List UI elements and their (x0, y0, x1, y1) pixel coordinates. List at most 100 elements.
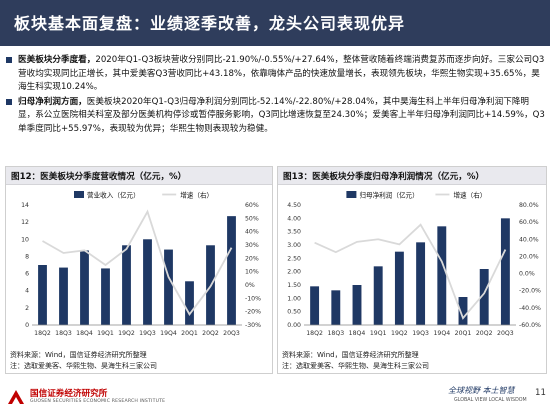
footer-slogan: 全球视野 本土智慧 (448, 386, 515, 395)
data-bar (38, 265, 47, 325)
x-axis-tick-label: 19Q4 (433, 330, 450, 337)
bullet-square-icon (6, 98, 12, 105)
right-axis-tick-label: 20% (245, 255, 259, 262)
data-bar (80, 250, 89, 325)
figure-revenue: 图12：医美板块分季度营收情况（亿元，%） 0 2 4 6 8 10 12 14 -30% -20… (5, 166, 273, 374)
bullet-square-icon (6, 57, 12, 63)
legend-label: 增速（右） (180, 191, 213, 200)
x-axis-tick-label: 20Q1 (455, 330, 472, 337)
footer-company-name: 国信证券经济研究所 (30, 389, 108, 399)
left-axis-tick-label: 3.00 (287, 242, 301, 249)
bullet-lead: 归母净利润方面， (18, 96, 87, 107)
footer-slogan-en: GLOBAL VIEW LOCAL WISDOM (454, 398, 527, 403)
data-bar (101, 268, 110, 325)
right-axis-tick-label: 60% (245, 202, 259, 209)
right-axis-tick-label: 30% (245, 242, 259, 249)
figure-caption-bar: 图12：医美板块分季度营收情况（亿元，%） (6, 167, 272, 185)
left-axis-tick-label: 0.00 (287, 322, 301, 329)
right-axis-tick-label: -40.0% (519, 305, 541, 312)
x-axis-tick-label: 19Q1 (97, 330, 114, 337)
x-axis-tick-label: 18Q2 (306, 330, 323, 337)
bullet-text: 2020年Q1-Q3板块营收分别同比-21.90%/-0.55%/+27.64%… (18, 55, 545, 93)
legend-bar-swatch (346, 191, 357, 198)
data-bar (227, 216, 236, 325)
x-axis-tick-label: 18Q3 (327, 330, 344, 337)
x-axis-tick-label: 19Q3 (139, 330, 156, 337)
data-bar (310, 286, 320, 325)
right-axis-tick-label: -60.0% (519, 322, 541, 329)
bullet-list: 医美板块分季度看，2020年Q1-Q3板块营收分别同比-21.90%/-0.55… (6, 54, 546, 138)
figure-caption: 图12：医美板块分季度营收情况（亿元，%） (11, 172, 187, 182)
title-bar: 板块基本面复盘：业绩逐季改善，龙头公司表现优异 (0, 0, 550, 46)
left-axis-tick-label: 10 (21, 236, 29, 243)
figure-source: 资料来源：Wind，国信证券经济研究所整理 (10, 351, 147, 359)
x-axis-tick-label: 18Q4 (349, 330, 366, 337)
revenue-chart: 0 2 4 6 8 10 12 14 -30% -20% -10% 0% 10% 20% 30% 40% 50%… (21, 191, 261, 338)
x-axis-tick-label: 20Q2 (202, 330, 219, 337)
bullet-item-revenue: 医美板块分季度看，2020年Q1-Q3板块营收分别同比-21.90%/-0.55… (6, 54, 546, 95)
figure-note: 注：选取爱美客、华熙生物、昊海生科三家公司 (10, 362, 157, 370)
left-axis-tick-label: 12 (21, 219, 29, 226)
bullet-text: 医美板块2020年Q1-Q3归母净利润分别同比-52.14%/-22.80%/+… (18, 96, 545, 134)
bullet-item-profit: 归母净利润方面，医美板块2020年Q1-Q3归母净利润分别同比-52.14%/-… (6, 96, 546, 137)
data-bar (500, 218, 510, 325)
left-axis-tick-label: 14 (21, 202, 29, 209)
x-axis-tick-label: 19Q1 (370, 330, 387, 337)
right-axis-tick-label: 60.0% (519, 219, 539, 226)
right-axis-tick-label: 40.0% (519, 236, 539, 243)
left-axis-tick-label: 4.00 (287, 215, 301, 222)
right-axis-tick-label: -10% (245, 295, 261, 302)
right-axis-tick-label: 0% (245, 282, 255, 289)
figure-profit: 图13：医美板块分季度归母净利润情况（亿元，%） 0.00 0.50 1.00 1.5… (277, 166, 547, 374)
x-axis-tick-label: 18Q3 (55, 330, 72, 337)
x-axis-tick-label: 19Q2 (391, 330, 408, 337)
right-axis-tick-label: 80.0% (519, 202, 539, 209)
footer-company-name-en: GUOSEN SECURITIES ECONOMIC RESEARCH INST… (30, 399, 166, 404)
left-axis-tick-label: 8 (25, 253, 29, 260)
x-axis-tick-label: 19Q2 (118, 330, 135, 337)
data-bar (458, 297, 468, 325)
legend-label: 营业收入（亿元） (87, 191, 140, 200)
page-number: 11 (535, 388, 546, 398)
right-axis-tick-label: 0.0% (519, 271, 535, 278)
figure-caption: 图13：医美板块分季度归母净利润情况（亿元，%） (283, 172, 485, 182)
x-axis-tick-label: 20Q1 (181, 330, 198, 337)
bullet-lead: 医美板块分季度看， (18, 55, 96, 65)
x-axis-tick-label: 19Q4 (160, 330, 177, 337)
right-axis-tick-label: -20% (245, 309, 261, 316)
data-bar (143, 239, 152, 325)
x-axis-tick-label: 18Q2 (34, 330, 51, 337)
page-title: 板块基本面复盘：业绩逐季改善，龙头公司表现优异 (14, 14, 406, 33)
right-axis-tick-label: 40% (245, 229, 259, 236)
left-axis-tick-label: 2.00 (287, 269, 301, 276)
right-axis-tick-label: 20.0% (519, 253, 539, 260)
x-axis-tick-label: 20Q3 (223, 330, 240, 337)
data-bar (352, 285, 362, 325)
right-axis-tick-label: 50% (245, 215, 259, 222)
data-bar (394, 251, 404, 325)
growth-line (42, 209, 233, 316)
legend-label: 归母净利润（亿元） (359, 191, 418, 200)
data-bar (164, 249, 173, 325)
figure-caption-bar: 图13：医美板块分季度归母净利润情况（亿元，%） (278, 167, 546, 185)
legend-bar-swatch (74, 191, 84, 198)
data-bar (479, 269, 489, 325)
left-axis-tick-label: 4.50 (287, 202, 301, 209)
x-axis-tick-label: 19Q3 (412, 330, 429, 337)
left-axis-tick-label: 0 (25, 322, 29, 329)
x-axis-tick-label: 20Q2 (476, 330, 493, 337)
left-axis-tick-label: 6 (25, 271, 29, 278)
data-bar (437, 226, 447, 325)
left-axis-tick-label: 4 (25, 288, 29, 295)
figure-source: 资料来源：Wind，国信证券经济研究所整理 (282, 351, 419, 359)
left-axis-tick-label: 2 (25, 305, 29, 312)
data-bar (122, 245, 131, 325)
guosen-logo-icon (8, 390, 24, 404)
x-axis-tick-label: 20Q3 (497, 330, 514, 337)
left-axis-tick-label: 2.50 (287, 255, 301, 262)
data-bar (416, 242, 426, 325)
figure-note: 注：选取爱美客、华熙生物、昊海生科三家公司 (282, 362, 429, 370)
left-axis-tick-label: 1.00 (287, 295, 301, 302)
legend-label: 增速（右） (453, 191, 486, 200)
profit-chart: 0.00 0.50 1.00 1.50 2.00 2.50 3.00 3.50 4.00 4.50… (287, 191, 541, 338)
